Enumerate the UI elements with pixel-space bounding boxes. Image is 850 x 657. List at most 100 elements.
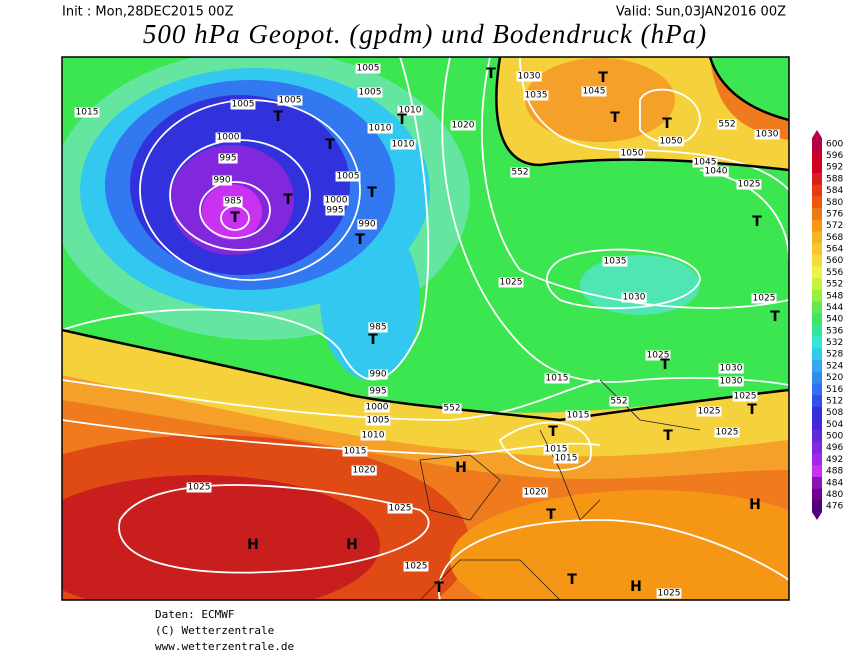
isobar-label-group: 1005 [277,95,303,106]
isobar-label-group: 1015 [74,107,100,118]
isobar-label-group: 1000 [323,195,349,206]
isobar-label-box [553,453,579,464]
isobar-label: 1005 [357,64,380,74]
colorbar-cell [812,465,822,478]
colorbar-cell [812,243,822,256]
isobar-label-box [658,136,684,147]
isobar-label-box [218,153,238,164]
pressure-center: T [567,572,577,588]
isobar-label-group: 985 [368,322,388,333]
contour-label-group: 552 [510,167,530,178]
colorbar-label: 476 [826,502,843,512]
isobar-label: 1025 [698,407,721,417]
isobar-label: 1000 [325,196,348,206]
isobar-label: 1035 [525,91,548,101]
isobar-label: 1050 [621,149,644,159]
colorbar-cell [812,254,822,267]
isobar-label: 1005 [367,416,390,426]
isobar-label: 1045 [694,158,717,168]
isobar-label: 1020 [353,466,376,476]
isobar-label-box [357,219,377,230]
isobar-label-box [619,148,645,159]
isobar-label: 1020 [524,488,547,498]
isobar-label-box [367,123,393,134]
contour-label-group: 552 [442,403,462,414]
isobar-label-box [390,139,416,150]
pressure-center: T [663,428,673,444]
isobar-label: 1040 [705,167,728,177]
isobar-label-group: 1035 [602,256,628,267]
isobar-label-group: 1010 [367,123,393,134]
isobar-label-box [323,195,349,206]
colorbar-label: 556 [826,268,843,278]
colorbar-label: 512 [826,396,843,406]
isobar-label-box [450,120,476,131]
isobar-label-box [656,588,682,599]
isobar-label-group: 1050 [658,136,684,147]
isobar-label: 995 [369,387,386,397]
isobar-label-group: 990 [212,175,232,186]
colorbar-label: 552 [826,280,843,290]
pressure-center: H [247,537,259,553]
isobar-label-group: 1030 [718,363,744,374]
colorbar-label: 520 [826,373,843,383]
isobar-label-box [565,410,591,421]
isobar-label: 1015 [546,374,569,384]
colorbar-cell [812,430,822,443]
isobar-label-group: 1015 [565,410,591,421]
colorbar-label: 584 [826,186,843,196]
pressure-center: T [230,210,240,226]
colorbar-label: 496 [826,443,843,453]
isobar-label-group: 1025 [186,482,212,493]
isobar-label-group: 1005 [357,87,383,98]
colorbar-cell [812,231,822,244]
isobar-label-group: 1000 [364,402,390,413]
isobar-label-group: 1045 [581,86,607,97]
isobar-label-box [335,171,361,182]
colorbar-cell [812,488,822,501]
colorbar-label: 524 [826,361,843,371]
pressure-center: T [662,116,672,132]
map-labels: 1015 1005 1005 1005 1000 995 990 985 1005 1010 101… [74,63,780,599]
colorbar-label: 532 [826,338,843,348]
isobar-label-box [621,292,647,303]
contour-label-box [442,403,462,414]
isobar-label-group: 995 [368,386,388,397]
isobar-label-box [364,402,390,413]
isobar-label-group: 1010 [397,105,423,116]
colorbar-cell [812,278,822,291]
colorbar-cell [812,301,822,314]
isobar-label-group: 1025 [387,503,413,514]
map-title: 500 hPa Geopot. (gpdm) und Bodendruck (h… [143,19,707,49]
isobar-label: 1025 [389,504,412,514]
isobar-label-group: 1035 [523,90,549,101]
isobar-label-group: 1015 [544,373,570,384]
isobar-label-box [754,129,780,140]
isobar-label: 1005 [232,100,255,110]
isobar-label-group: 1025 [751,293,777,304]
colorbar-label: 596 [826,151,843,161]
isobar-label-box [223,196,243,207]
isobar-label: 1030 [756,130,779,140]
isobar-label-box [387,503,413,514]
isobar-label-box [186,482,212,493]
colorbar-label: 580 [826,198,843,208]
isobar-label: 1015 [76,108,99,118]
contour-label: 552 [610,397,627,407]
isobar-label: 1025 [734,392,757,402]
isobar-label: 1010 [369,124,392,134]
init-time: Init : Mon,28DEC2015 00Z [62,5,234,20]
isobar-label-group: 1025 [714,427,740,438]
isobar-label-box [522,487,548,498]
pressure-center: H [455,460,467,476]
colorbar-cell [812,325,822,337]
isobar-label: 1005 [279,96,302,106]
isobar-label: 1030 [623,293,646,303]
valid-time: Valid: Sun,03JAN2016 00Z [616,5,786,20]
isobar-label: 990 [213,176,230,186]
copyright: (C) Wetterzentrale [155,624,274,637]
isobar-label-box [732,391,758,402]
isobar-label-box [523,90,549,101]
isobar-label-group: 1040 [703,166,729,177]
